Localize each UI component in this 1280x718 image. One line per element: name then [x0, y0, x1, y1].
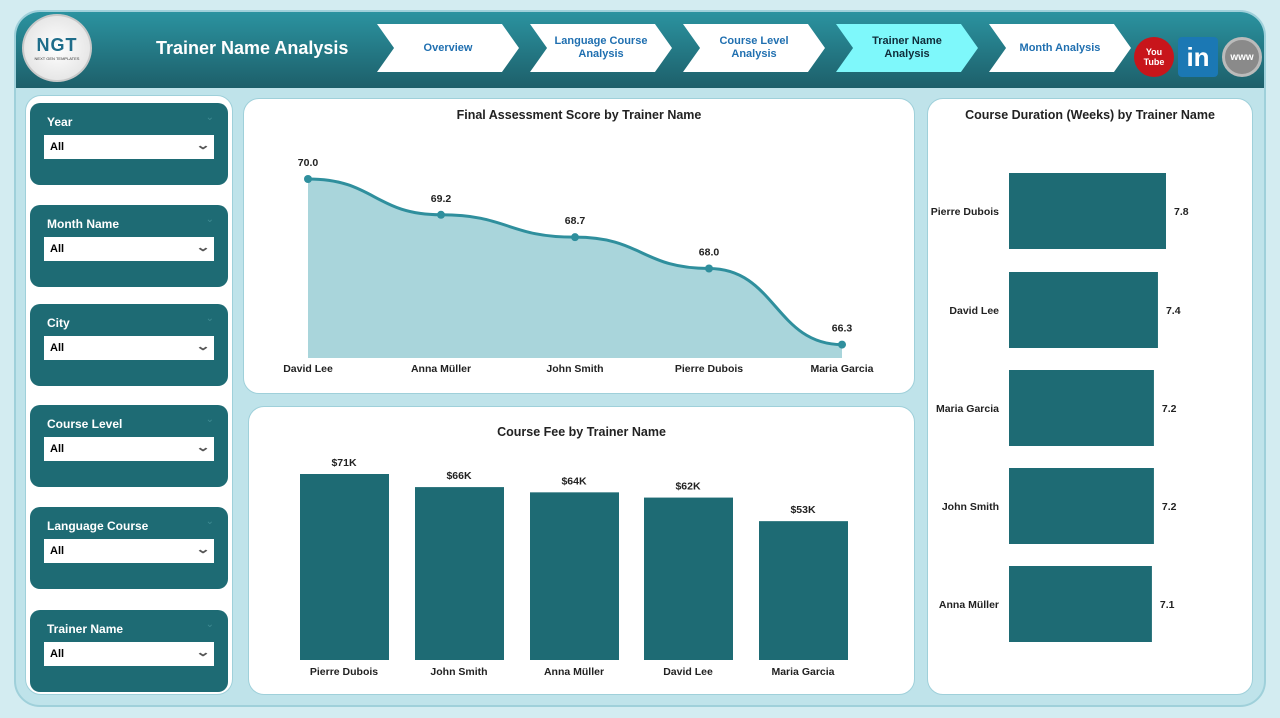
page-title: Trainer Name Analysis	[156, 38, 349, 58]
chevron-down-icon: ⌄	[195, 645, 211, 659]
filter-card-city: City ⌄ All ⌄	[30, 304, 228, 386]
website-globe-icon[interactable]: www	[1222, 37, 1262, 77]
filter-label: Course Level	[47, 417, 123, 431]
collapse-chevron-icon[interactable]: ⌄	[205, 112, 214, 123]
dropdown-value: All	[50, 141, 65, 153]
logo-subtext: NEXT GEN TEMPLATES	[34, 56, 80, 61]
filter-card-year: Year ⌄ All ⌄	[30, 103, 228, 185]
dropdown-value: All	[50, 545, 65, 557]
filter-label: Language Course	[47, 519, 149, 533]
chart-title: Course Fee by Trainer Name	[497, 425, 666, 439]
filter-dropdown[interactable]: All ⌄	[44, 336, 214, 360]
filter-label: Year	[47, 115, 73, 129]
chevron-down-icon: ⌄	[195, 240, 211, 254]
filter-dropdown[interactable]: All ⌄	[44, 135, 214, 159]
ngt-logo: NGT NEXT GEN TEMPLATES	[22, 14, 92, 82]
filter-dropdown[interactable]: All ⌄	[44, 642, 214, 666]
filter-label: Month Name	[47, 217, 119, 231]
logo-text: NGT	[36, 35, 78, 55]
linkedin-icon[interactable]: in	[1178, 37, 1218, 77]
chevron-down-icon: ⌄	[195, 339, 211, 353]
filter-card-course-level: Course Level ⌄ All ⌄	[30, 405, 228, 487]
chart-title: Course Duration (Weeks) by Trainer Name	[965, 108, 1215, 122]
filter-dropdown[interactable]: All ⌄	[44, 437, 214, 461]
chevron-down-icon: ⌄	[195, 542, 211, 556]
collapse-chevron-icon[interactable]: ⌄	[205, 313, 214, 324]
filter-card-trainer-name: Trainer Name ⌄ All ⌄	[30, 610, 228, 692]
nav-course-level-analysis[interactable]: Course Level Analysis	[683, 24, 825, 72]
dropdown-value: All	[50, 342, 65, 354]
course-duration-chart: Course Duration (Weeks) by Trainer Name	[927, 98, 1253, 695]
filter-card-month-name: Month Name ⌄ All ⌄	[30, 205, 228, 287]
chevron-down-icon: ⌄	[195, 138, 211, 152]
filter-dropdown[interactable]: All ⌄	[44, 539, 214, 563]
chart-title: Final Assessment Score by Trainer Name	[456, 108, 702, 122]
course-fee-chart: Course Fee by Trainer Name	[248, 406, 915, 695]
filter-sidebar	[25, 95, 233, 695]
dropdown-value: All	[50, 243, 65, 255]
nav-overview[interactable]: Overview	[377, 24, 519, 72]
filter-card-language-course: Language Course ⌄ All ⌄	[30, 507, 228, 589]
dropdown-value: All	[50, 648, 65, 660]
collapse-chevron-icon[interactable]: ⌄	[205, 414, 214, 425]
collapse-chevron-icon[interactable]: ⌄	[205, 516, 214, 527]
nav-language-course-analysis[interactable]: Language Course Analysis	[530, 24, 672, 72]
dropdown-value: All	[50, 443, 65, 455]
assessment-score-chart: Final Assessment Score by Trainer Name	[243, 98, 915, 394]
collapse-chevron-icon[interactable]: ⌄	[205, 214, 214, 225]
collapse-chevron-icon[interactable]: ⌄	[205, 619, 214, 630]
nav-trainer-name-analysis[interactable]: Trainer Name Analysis	[836, 24, 978, 72]
filter-dropdown[interactable]: All ⌄	[44, 237, 214, 261]
filter-label: City	[47, 316, 70, 330]
chevron-down-icon: ⌄	[195, 440, 211, 454]
youtube-icon[interactable]: You Tube	[1134, 37, 1174, 77]
nav-month-analysis[interactable]: Month Analysis	[989, 24, 1131, 72]
filter-label: Trainer Name	[47, 622, 124, 636]
